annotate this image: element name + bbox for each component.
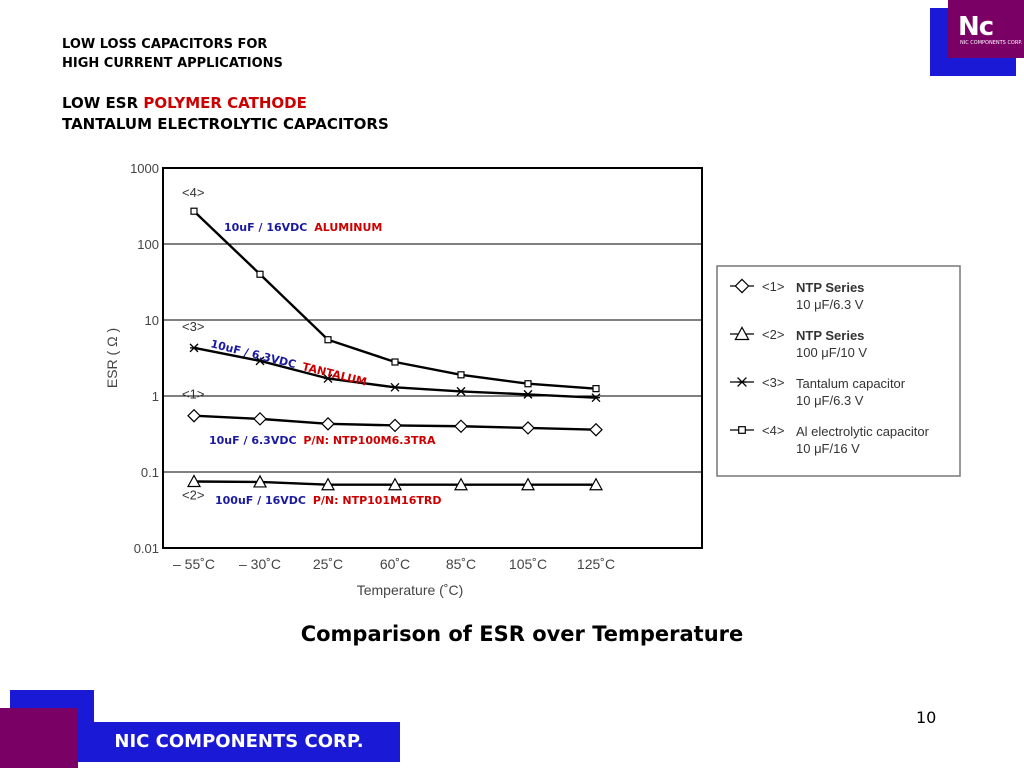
- data-point-2: [186, 474, 202, 488]
- data-point-2: [520, 477, 536, 491]
- annotation-4: 100uF / 16VDC P/N: NTP101M16TRD: [215, 494, 441, 507]
- data-point-2: [453, 477, 469, 491]
- legend-detail: 100 μF/10 V: [796, 345, 867, 360]
- x-axis-title: Temperature (˚C): [357, 582, 464, 598]
- data-point-1: [253, 412, 267, 426]
- header-line-3: LOW ESR POLYMER CATHODE: [62, 93, 389, 114]
- data-point-2: [387, 477, 403, 491]
- header-line-3-prefix: LOW ESR: [62, 94, 144, 112]
- data-point-1: [187, 408, 201, 423]
- data-point-3: [591, 393, 601, 403]
- logo-box: [948, 0, 1024, 58]
- data-point-3: [456, 386, 466, 396]
- legend-name: Tantalum capacitor: [796, 376, 906, 391]
- header-line-4: TANTALUM ELECTROLYTIC CAPACITORS: [62, 115, 389, 133]
- company-logo: Nc: [958, 12, 994, 42]
- annotation-1: 10uF / 16VDC ALUMINUM: [224, 221, 382, 234]
- data-point-3: [255, 356, 265, 366]
- data-point-4: [457, 371, 465, 379]
- y-axis-title: ESR ( Ω ): [104, 328, 120, 388]
- header-line-1: LOW LOSS CAPACITORS FOR: [62, 37, 268, 52]
- chart-caption: Comparison of ESR over Temperature: [300, 622, 744, 646]
- x-tick-label: – 55˚C: [173, 556, 215, 572]
- series-tag-3: <3>: [182, 319, 204, 334]
- annotation-spec: 100uF / 16VDC: [215, 494, 310, 507]
- data-point-4: [256, 270, 264, 278]
- y-tick-label: 100: [137, 237, 159, 252]
- data-point-2: [320, 477, 336, 491]
- legend-tag: <4>: [762, 423, 784, 438]
- data-point-1: [388, 418, 402, 433]
- legend-name: NTP Series: [796, 280, 864, 295]
- legend-tag: <3>: [762, 375, 784, 390]
- legend-detail: 10 μF/6.3 V: [796, 393, 864, 408]
- legend-box: [716, 265, 961, 477]
- data-point-1: [589, 422, 603, 437]
- header-block-2: LOW ESR POLYMER CATHODE TANTALUM ELECTRO…: [62, 93, 389, 135]
- data-point-1: [321, 417, 335, 431]
- data-point-4: [391, 358, 399, 366]
- annotation-type: ALUMINUM: [314, 221, 382, 234]
- x-tick-label: 60˚C: [380, 556, 410, 572]
- legend-marker-1: [734, 278, 750, 294]
- annotation-spec: 10uF / 16VDC: [224, 221, 311, 234]
- legend-marker-2: [734, 326, 750, 341]
- y-tick-label: 0.01: [134, 541, 159, 556]
- legend-name: Al electrolytic capacitor: [796, 424, 930, 439]
- x-tick-label: 25˚C: [313, 556, 343, 572]
- legend-detail: 10 μF/6.3 V: [796, 297, 864, 312]
- legend-marker-4: [738, 426, 746, 434]
- legend-tag: <1>: [762, 279, 784, 294]
- data-point-3: [390, 382, 400, 392]
- legend-marker-3: [737, 377, 747, 387]
- data-point-2: [252, 474, 268, 488]
- legend-tag: <2>: [762, 327, 784, 342]
- header-block-1: LOW LOSS CAPACITORS FOR HIGH CURRENT APP…: [62, 35, 283, 73]
- series-tag-1: <1>: [182, 387, 204, 402]
- data-point-4: [592, 385, 600, 393]
- company-logo-subtext: NIC COMPONENTS CORP.: [960, 40, 1023, 46]
- header-line-2: HIGH CURRENT APPLICATIONS: [62, 56, 283, 71]
- data-point-1: [521, 421, 535, 435]
- esr-chart: 1000 100 10 1 0.1 0.01 – 55˚C – 30˚C 25˚C 60˚C 85˚…: [104, 161, 961, 598]
- x-tick-label: – 30˚C: [239, 556, 281, 572]
- page-number: 10: [916, 708, 937, 727]
- footer-block-purple: [0, 708, 78, 768]
- data-point-3: [189, 343, 199, 353]
- header-line-3-highlight: POLYMER CATHODE: [143, 94, 307, 112]
- data-point-4: [324, 336, 332, 344]
- x-tick-label: 125˚C: [577, 556, 615, 572]
- legend-detail: 10 μF/16 V: [796, 441, 860, 456]
- y-tick-label: 10: [145, 313, 159, 328]
- data-point-1: [454, 419, 468, 434]
- annotation-spec: 10uF / 6.3VDC: [209, 434, 300, 447]
- legend-name: NTP Series: [796, 328, 864, 343]
- data-point-4: [190, 207, 198, 215]
- data-point-3: [323, 374, 333, 383]
- series-tag-4: <4>: [182, 185, 204, 200]
- data-point-4: [524, 380, 532, 388]
- x-tick-label: 85˚C: [446, 556, 476, 572]
- y-tick-label: 1000: [130, 161, 159, 176]
- x-tick-label: 105˚C: [509, 556, 547, 572]
- footer-company-name: NIC COMPONENTS CORP.: [78, 722, 400, 762]
- series-tag-2: <2>: [182, 487, 204, 502]
- data-point-3: [523, 389, 533, 399]
- annotation-type: P/N: NTP101M16TRD: [313, 494, 442, 507]
- annotation-3: 10uF / 6.3VDC P/N: NTP100M6.3TRA: [209, 434, 436, 447]
- annotation-type: P/N: NTP100M6.3TRA: [303, 434, 436, 447]
- data-point-2: [588, 477, 604, 491]
- y-tick-label: 1: [152, 389, 159, 404]
- y-tick-label: 0.1: [141, 465, 159, 480]
